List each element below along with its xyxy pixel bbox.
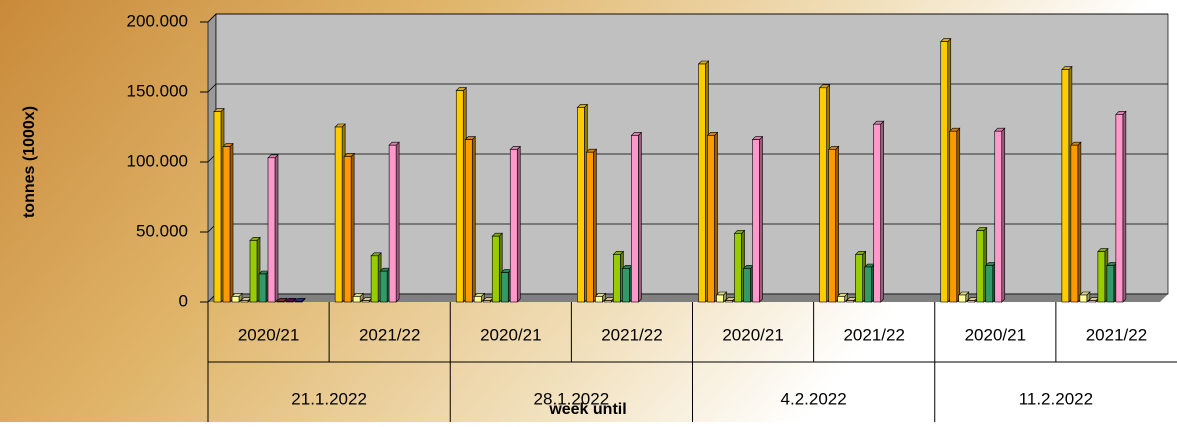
bar bbox=[986, 266, 993, 302]
bar bbox=[753, 140, 760, 302]
bar-side bbox=[351, 153, 354, 302]
y-tick-label: 150.000 bbox=[127, 81, 188, 100]
bar bbox=[820, 88, 827, 302]
bar bbox=[214, 112, 221, 302]
bar bbox=[286, 301, 293, 302]
bar bbox=[380, 271, 387, 302]
bar bbox=[968, 301, 975, 302]
bar bbox=[1098, 252, 1105, 302]
bar bbox=[371, 256, 378, 302]
bar-side bbox=[593, 149, 596, 302]
y-tick-label: 50.000 bbox=[136, 221, 188, 240]
bar bbox=[856, 254, 863, 302]
bar-side bbox=[230, 144, 233, 302]
bar bbox=[510, 149, 517, 302]
bar bbox=[223, 147, 230, 302]
y-tick-label: 0 bbox=[179, 291, 188, 310]
bar bbox=[335, 127, 342, 302]
bar bbox=[232, 296, 239, 302]
x-group-label: 21.1.2022 bbox=[291, 389, 367, 408]
bar bbox=[874, 124, 881, 302]
bar bbox=[726, 301, 733, 302]
bar-side bbox=[715, 132, 718, 302]
x-group-label: 4.2.2022 bbox=[781, 389, 847, 408]
bar bbox=[622, 268, 629, 302]
bar-side bbox=[275, 155, 278, 302]
bar bbox=[1107, 266, 1114, 302]
bar bbox=[959, 295, 966, 302]
bar-side bbox=[1123, 111, 1126, 302]
bar bbox=[950, 131, 957, 302]
bar-side bbox=[396, 142, 399, 302]
bar bbox=[250, 240, 257, 302]
bar bbox=[465, 140, 472, 302]
bar bbox=[699, 64, 706, 302]
bar bbox=[1071, 145, 1078, 302]
bar bbox=[483, 301, 490, 302]
bar bbox=[474, 296, 481, 302]
bar bbox=[277, 301, 284, 302]
bar bbox=[1080, 295, 1087, 302]
x-tick-label: 2020/21 bbox=[722, 325, 783, 344]
x-tick-label: 2021/22 bbox=[843, 325, 904, 344]
x-tick-label: 2021/22 bbox=[1086, 325, 1147, 344]
bar bbox=[941, 42, 948, 302]
x-tick-label: 2021/22 bbox=[359, 325, 420, 344]
y-axis-label: tonnes (1000x) bbox=[21, 106, 38, 218]
bar-side bbox=[1002, 128, 1005, 302]
bar bbox=[1089, 301, 1096, 302]
bar-side bbox=[1078, 142, 1081, 302]
bar bbox=[344, 156, 351, 302]
bar bbox=[838, 296, 845, 302]
bar bbox=[362, 301, 369, 302]
bar bbox=[577, 107, 584, 302]
x-axis-label: week until bbox=[548, 401, 626, 418]
bar bbox=[995, 131, 1002, 302]
bar bbox=[735, 233, 742, 302]
chart: tonnes (1000x) 0 50.000 100.000 150.000 200.… bbox=[0, 0, 1177, 422]
bar bbox=[586, 152, 593, 302]
bar bbox=[492, 236, 499, 302]
y-tick-label: 100.000 bbox=[127, 151, 188, 170]
bar bbox=[1116, 114, 1123, 302]
bar bbox=[456, 91, 463, 302]
bar bbox=[829, 149, 836, 302]
bar bbox=[847, 301, 854, 302]
bar bbox=[595, 296, 602, 302]
bar bbox=[708, 135, 715, 302]
y-tick-label: 200.000 bbox=[127, 11, 188, 30]
bar-side bbox=[957, 128, 960, 302]
bar bbox=[631, 135, 638, 302]
bar-side bbox=[638, 132, 641, 302]
bar-side bbox=[881, 121, 884, 302]
bar-side bbox=[517, 146, 520, 302]
bar bbox=[389, 145, 396, 302]
bar bbox=[744, 268, 751, 302]
bar bbox=[613, 254, 620, 302]
bar bbox=[717, 295, 724, 302]
bar bbox=[865, 267, 872, 302]
bar bbox=[353, 296, 360, 302]
bar bbox=[501, 273, 508, 302]
bar bbox=[604, 301, 611, 302]
bar-side bbox=[472, 137, 475, 302]
x-tick-label: 2020/21 bbox=[238, 325, 299, 344]
bar bbox=[268, 158, 275, 302]
bar-side bbox=[760, 137, 763, 302]
bar bbox=[977, 231, 984, 302]
bar bbox=[241, 301, 248, 302]
x-tick-label: 2021/22 bbox=[601, 325, 662, 344]
bar-side bbox=[836, 146, 839, 302]
bar bbox=[1062, 70, 1069, 302]
bar bbox=[259, 274, 266, 302]
x-tick-label: 2020/21 bbox=[965, 325, 1026, 344]
bar bbox=[295, 301, 302, 302]
x-tick-label: 2020/21 bbox=[480, 325, 541, 344]
x-group-label: 11.2.2022 bbox=[1019, 389, 1093, 408]
